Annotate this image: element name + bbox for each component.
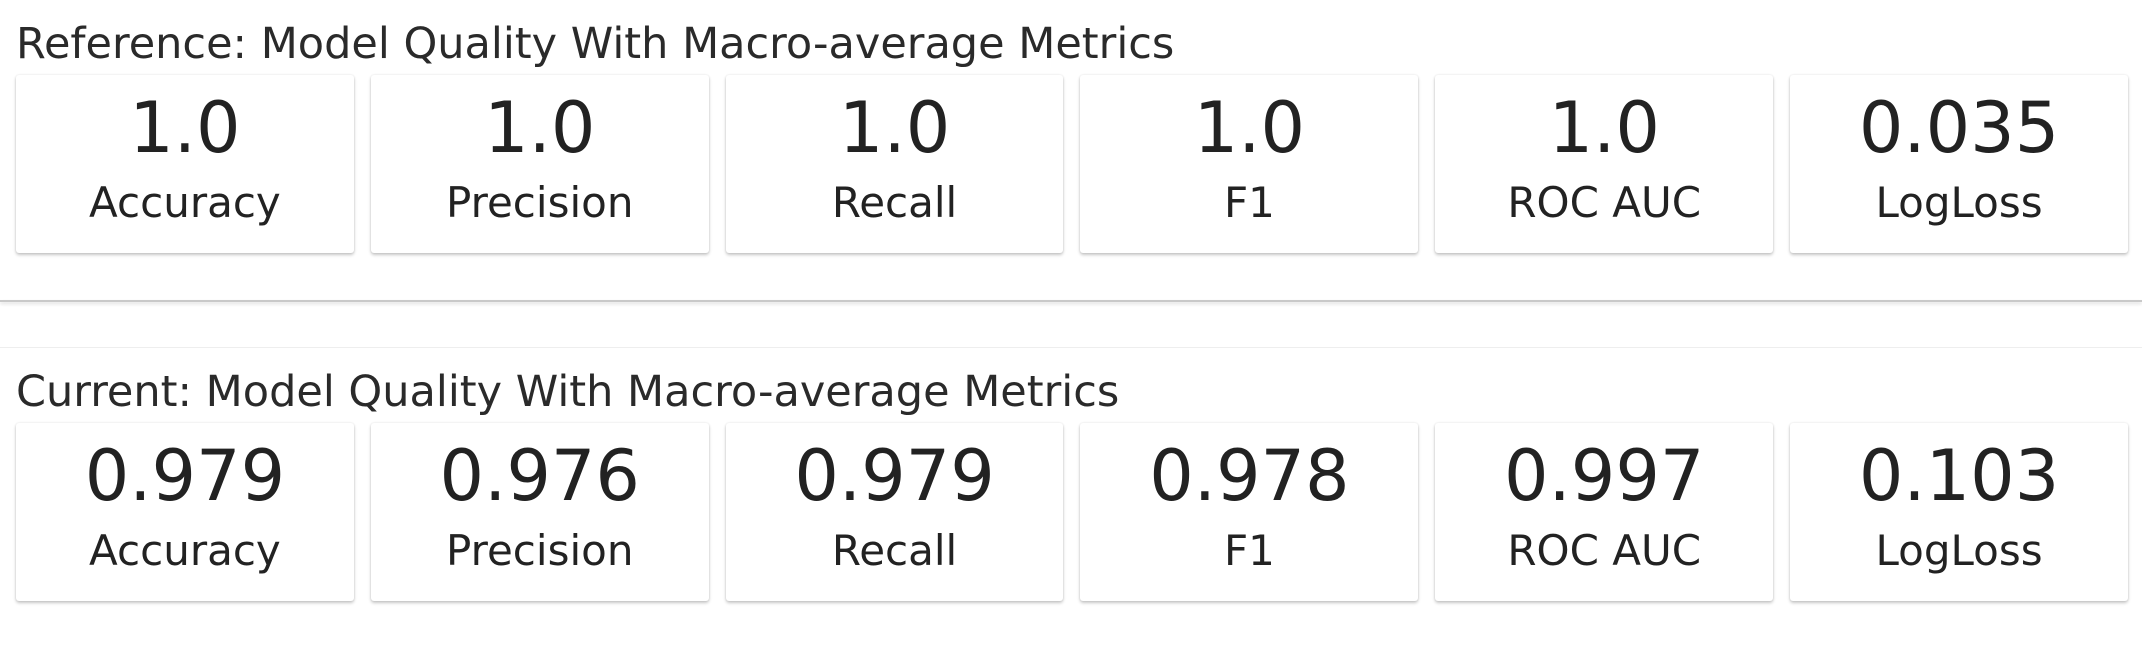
metric-value: 0.976 <box>439 435 640 517</box>
metric-label: Recall <box>831 526 958 575</box>
metric-value: 0.979 <box>84 435 286 517</box>
current-accuracy-card: 0.979 Accuracy <box>16 423 354 601</box>
metric-value: 0.978 <box>1149 435 1350 517</box>
metric-value: 1.0 <box>1548 87 1660 169</box>
section-divider <box>0 300 2142 348</box>
metric-value: 1.0 <box>129 87 241 169</box>
current-f1-card: 0.978 F1 <box>1080 423 1419 601</box>
reference-section: Reference: Model Quality With Macro-aver… <box>0 0 2142 300</box>
metric-value: 1.0 <box>1193 87 1306 169</box>
metric-value: 1.0 <box>838 87 951 169</box>
metric-label: LogLoss <box>1875 178 2043 227</box>
divider-faint-line <box>0 347 2142 348</box>
reference-title: Reference: Model Quality With Macro-aver… <box>16 19 1175 69</box>
metric-label: Precision <box>446 178 634 227</box>
current-roc-auc-card: 0.997 ROC AUC <box>1435 423 1774 601</box>
current-title: Current: Model Quality With Macro-averag… <box>16 367 1120 417</box>
metric-label: Precision <box>446 526 634 575</box>
metric-label: ROC AUC <box>1507 178 1702 227</box>
current-logloss-card: 0.103 LogLoss <box>1790 423 2128 601</box>
metric-label: F1 <box>1223 178 1275 227</box>
metric-label: F1 <box>1223 526 1275 575</box>
metric-label: Accuracy <box>89 178 281 227</box>
reference-f1-card: 1.0 F1 <box>1080 75 1419 253</box>
metric-value: 0.979 <box>794 435 995 517</box>
metric-label: ROC AUC <box>1507 526 1702 575</box>
metric-label: LogLoss <box>1875 526 2043 575</box>
metric-value: 0.997 <box>1504 435 1705 517</box>
current-metric-cards: 0.979 Accuracy 0.976 Precision 0.979 Rec… <box>16 423 2128 601</box>
metric-value: 0.035 <box>1858 87 2060 169</box>
reference-accuracy-card: 1.0 Accuracy <box>16 75 354 253</box>
divider-line <box>0 300 2142 302</box>
current-precision-card: 0.976 Precision <box>370 423 709 601</box>
current-recall-card: 0.979 Recall <box>725 423 1064 601</box>
reference-roc-auc-card: 1.0 ROC AUC <box>1435 75 1774 253</box>
metric-value: 1.0 <box>484 87 596 169</box>
reference-metric-cards: 1.0 Accuracy 1.0 Precision 1.0 Recall 1.… <box>16 75 2128 253</box>
metric-label: Recall <box>831 178 958 227</box>
current-section: Current: Model Quality With Macro-averag… <box>0 348 2142 648</box>
reference-logloss-card: 0.035 LogLoss <box>1790 75 2128 253</box>
metric-value: 0.103 <box>1858 435 2060 517</box>
reference-recall-card: 1.0 Recall <box>725 75 1064 253</box>
metric-label: Accuracy <box>89 526 281 575</box>
reference-precision-card: 1.0 Precision <box>370 75 709 253</box>
